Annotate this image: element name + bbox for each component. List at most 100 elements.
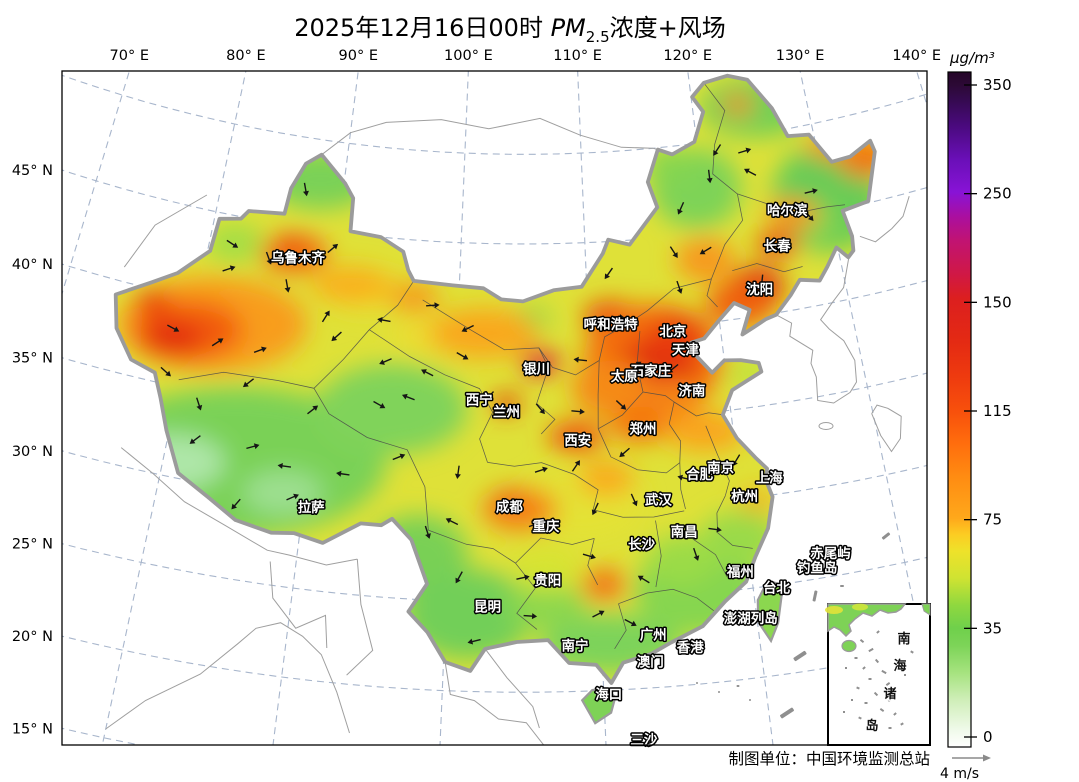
axis-labels: 70° E 80° E 90° E 100° E 110° E 120° E 130° E 1…	[12, 48, 941, 737]
city-label-halo: 钓鱼岛	[797, 560, 838, 577]
wind-arrow	[307, 405, 319, 415]
hainan-island	[580, 687, 617, 725]
lon-tick-label: 100° E	[444, 48, 493, 64]
city-label-halo: 济南	[678, 383, 705, 400]
lat-tick-label: 20° N	[12, 629, 53, 645]
city-label: 银川	[523, 360, 550, 377]
lon-tick-label: 90° E	[339, 48, 378, 64]
lat-tick-label: 40° N	[12, 257, 53, 273]
city-label: 兰州	[493, 404, 520, 421]
city-label-halo: 西宁	[466, 391, 493, 408]
wind-arrow	[189, 435, 201, 444]
city-label: 三沙	[630, 733, 658, 749]
city-label-halo: 长沙	[628, 536, 656, 553]
wind-arrow	[592, 610, 605, 618]
city-label: 赤尾屿	[810, 545, 851, 562]
city-label: 澎湖列岛	[724, 610, 778, 627]
city-label-halo: 长春	[764, 238, 792, 255]
wind-arrow	[167, 324, 180, 332]
city-label: 济南	[678, 383, 705, 400]
wind-arrows-layer	[160, 144, 818, 645]
inset-title-halo: 海	[893, 658, 906, 674]
lon-tick-label: 110° E	[553, 48, 602, 64]
city-label-halo: 太原	[611, 368, 638, 385]
wind-arrow	[676, 280, 683, 294]
city-label-halo: 南昌	[671, 524, 698, 541]
city-label-halo: 郑州	[630, 421, 657, 438]
city-label-halo: 澎湖列岛	[724, 610, 778, 627]
city-label: 太原	[611, 368, 638, 385]
colorbar-tick-label: 35	[983, 619, 1002, 637]
wind-arrow	[535, 403, 545, 415]
city-label-halo: 银川	[523, 360, 550, 377]
wind-arrow	[392, 453, 406, 461]
wind-arrow	[461, 324, 474, 332]
wind-arrow	[698, 382, 705, 396]
city-label-halo: 贵阳	[534, 572, 561, 589]
wind-arrow	[222, 265, 236, 272]
wind-arrow	[421, 369, 434, 377]
city-label: 南宁	[562, 638, 589, 655]
city-label-halo: 成都	[496, 499, 523, 516]
lon-tick-label: 130° E	[776, 48, 825, 64]
lon-tick-label: 120° E	[663, 48, 712, 64]
city-label: 重庆	[532, 518, 560, 535]
wind-arrow	[456, 352, 469, 360]
city-label-halo: 武汉	[645, 492, 673, 509]
wind-arrow	[246, 443, 260, 450]
wind-arrow	[534, 466, 548, 473]
wind-arrow	[571, 408, 585, 415]
city-label-halo: 上海	[756, 470, 783, 487]
wind-arrow	[669, 246, 678, 258]
wind-arrow	[516, 574, 530, 581]
city-label: 长沙	[628, 536, 656, 553]
lat-tick-label: 15° N	[12, 721, 53, 737]
colorbar-tick-label: 150	[983, 293, 1012, 311]
neighbor-borders-layer	[105, 117, 910, 745]
wind-arrow	[336, 470, 350, 477]
wind-arrow	[321, 310, 330, 323]
inset-hainan	[841, 639, 857, 653]
wind-arrow	[667, 363, 679, 374]
city-label: 拉萨	[298, 499, 325, 516]
map-title: 2025年12月16日00时 PM2.5浓度+风场	[294, 14, 725, 46]
wind-arrow	[327, 243, 339, 254]
china-border	[113, 73, 877, 685]
city-label-halo: 沈阳	[746, 281, 773, 298]
colorbar-tick-label: 115	[983, 402, 1012, 420]
lat-tick-label: 30° N	[12, 444, 53, 460]
inset-title-halo: 诸	[883, 686, 896, 702]
wind-arrow	[573, 356, 588, 363]
colorbar-tick-label: 250	[983, 185, 1012, 203]
inset-title-char: 诸	[883, 686, 896, 702]
city-label: 乌鲁木齐	[271, 250, 325, 267]
wind-arrow	[693, 547, 700, 561]
wind-arrow	[211, 338, 224, 347]
city-label-halo: 海口	[595, 686, 622, 703]
wind-arrow	[331, 331, 342, 342]
wind-arrow	[699, 246, 712, 255]
wind-arrow	[619, 447, 630, 458]
wind-scale-label: 4 m/s	[940, 766, 979, 782]
wind-arrow	[160, 366, 172, 377]
city-label-halo: 西安	[564, 432, 591, 449]
wind-arrow	[401, 393, 415, 401]
wind-arrow	[630, 493, 638, 507]
wind-arrow	[677, 201, 685, 215]
city-label-halo: 杭州	[731, 488, 758, 505]
city-label-halo: 昆明	[474, 600, 501, 616]
city-label: 海口	[595, 686, 622, 703]
wind-arrow	[781, 236, 788, 250]
city-label: 澳门	[637, 653, 664, 670]
wind-arrow	[277, 462, 292, 469]
wind-arrow	[528, 520, 542, 528]
wind-arrow	[426, 302, 440, 309]
city-label: 成都	[496, 499, 523, 516]
lon-tick-label: 80° E	[226, 48, 265, 64]
wind-arrow	[424, 525, 431, 539]
wind-scale-arrow	[952, 754, 991, 762]
city-label-halo: 台北	[763, 580, 791, 597]
